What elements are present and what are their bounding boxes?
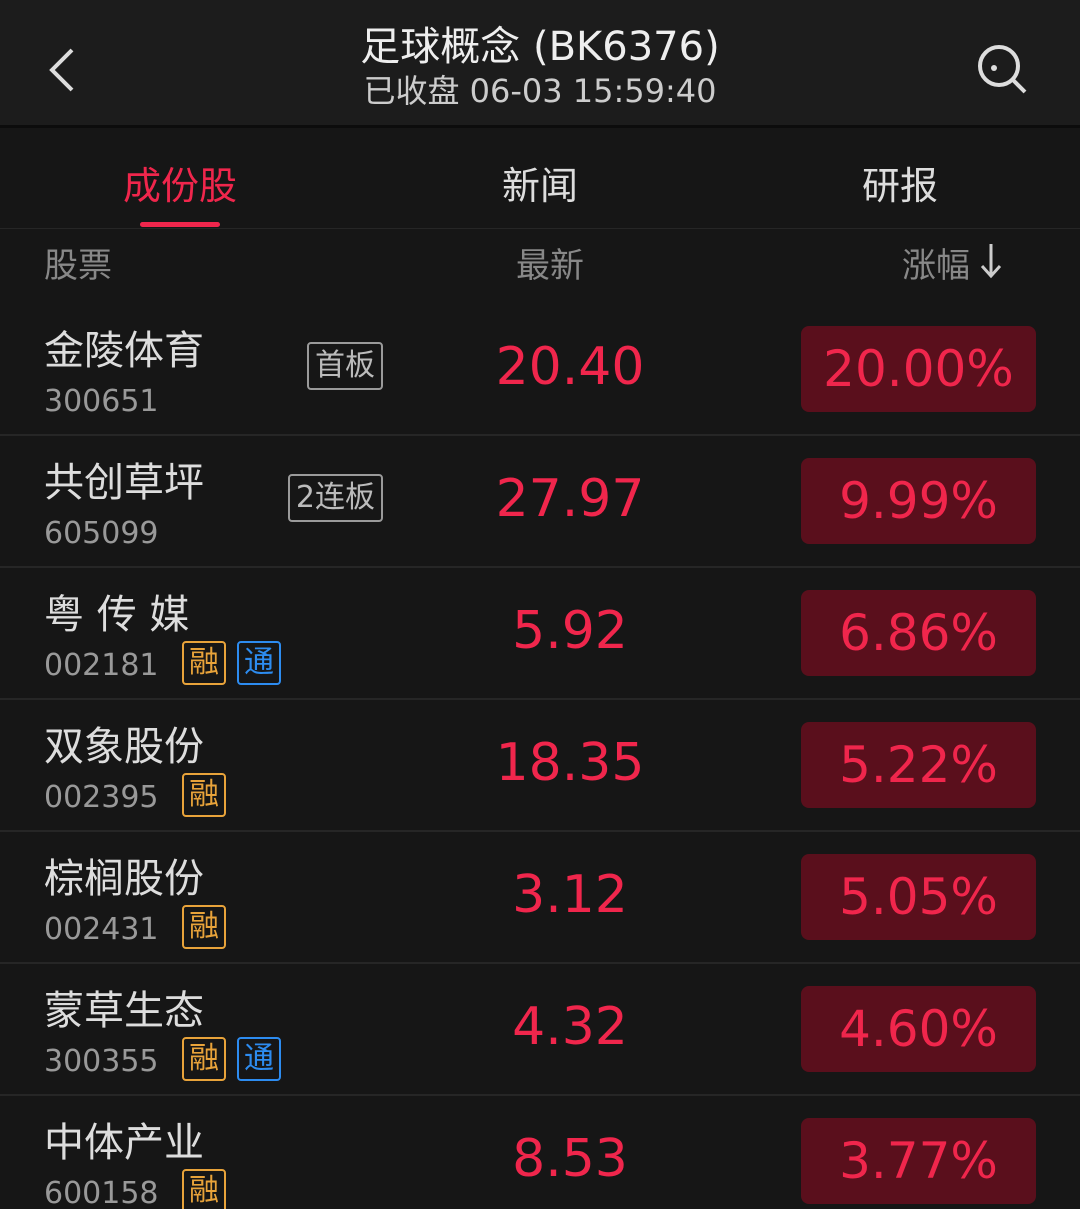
badge: 融 [182,773,226,817]
badge: 融 [182,1169,226,1209]
price: 20.40 [495,337,645,397]
divider [0,566,1080,568]
change-badge: 5.22% [801,722,1036,808]
search-button[interactable] [975,42,1031,98]
stock-code: 300355 [44,1044,159,1079]
badge: 通 [237,641,281,685]
badge: 融 [182,905,226,949]
divider [0,962,1080,964]
divider [0,830,1080,832]
change-badge: 20.00% [801,326,1036,412]
stock-name: 共创草坪 [44,460,204,506]
change-badge: 9.99% [801,458,1036,544]
tab[interactable]: 研报 [861,164,938,208]
page-subtitle: 已收盘 06-03 15:59:40 [363,72,717,110]
divider [0,434,1080,436]
top-bar [0,0,1080,128]
price: 4.32 [512,997,628,1057]
page-title: 足球概念 (BK6376) [360,24,720,70]
price: 27.97 [495,469,645,529]
stock-name: 蒙草生态 [44,988,204,1034]
stock-code: 600158 [44,1176,159,1209]
divider [0,228,1080,229]
tab[interactable]: 成份股 [122,164,237,208]
back-button[interactable] [40,45,80,95]
sort-arrow [980,244,1002,279]
price: 3.12 [512,865,628,925]
badge: 2连板 [287,474,383,522]
stock-name: 金陵体育 [44,328,204,374]
divider [0,698,1080,700]
badge: 首板 [307,342,383,390]
stock-name: 中体产业 [44,1120,204,1166]
change-badge: 4.60% [801,986,1036,1072]
badge: 融 [182,1037,226,1081]
change-badge: 5.05% [801,854,1036,940]
stock-code: 605099 [44,516,159,551]
stock-name: 粤 传 媒 [44,592,190,638]
column-header: 最新 [516,246,584,286]
column-header[interactable]: 涨幅 [902,246,970,286]
price: 18.35 [495,733,645,793]
stock-code: 002181 [44,648,159,683]
column-header: 股票 [44,246,112,286]
stock-name: 双象股份 [44,724,204,770]
change-badge: 6.86% [801,590,1036,676]
stock-code: 002431 [44,912,159,947]
badge: 通 [237,1037,281,1081]
price: 5.92 [512,601,628,661]
badge: 融 [182,641,226,685]
stock-name: 棕榈股份 [44,856,204,902]
stock-code: 002395 [44,780,159,815]
change-badge: 3.77% [801,1118,1036,1204]
tab[interactable]: 新闻 [501,164,578,208]
price: 8.53 [512,1129,628,1189]
divider [0,1094,1080,1096]
stock-code: 300651 [44,384,159,419]
tab-indicator [140,222,220,227]
